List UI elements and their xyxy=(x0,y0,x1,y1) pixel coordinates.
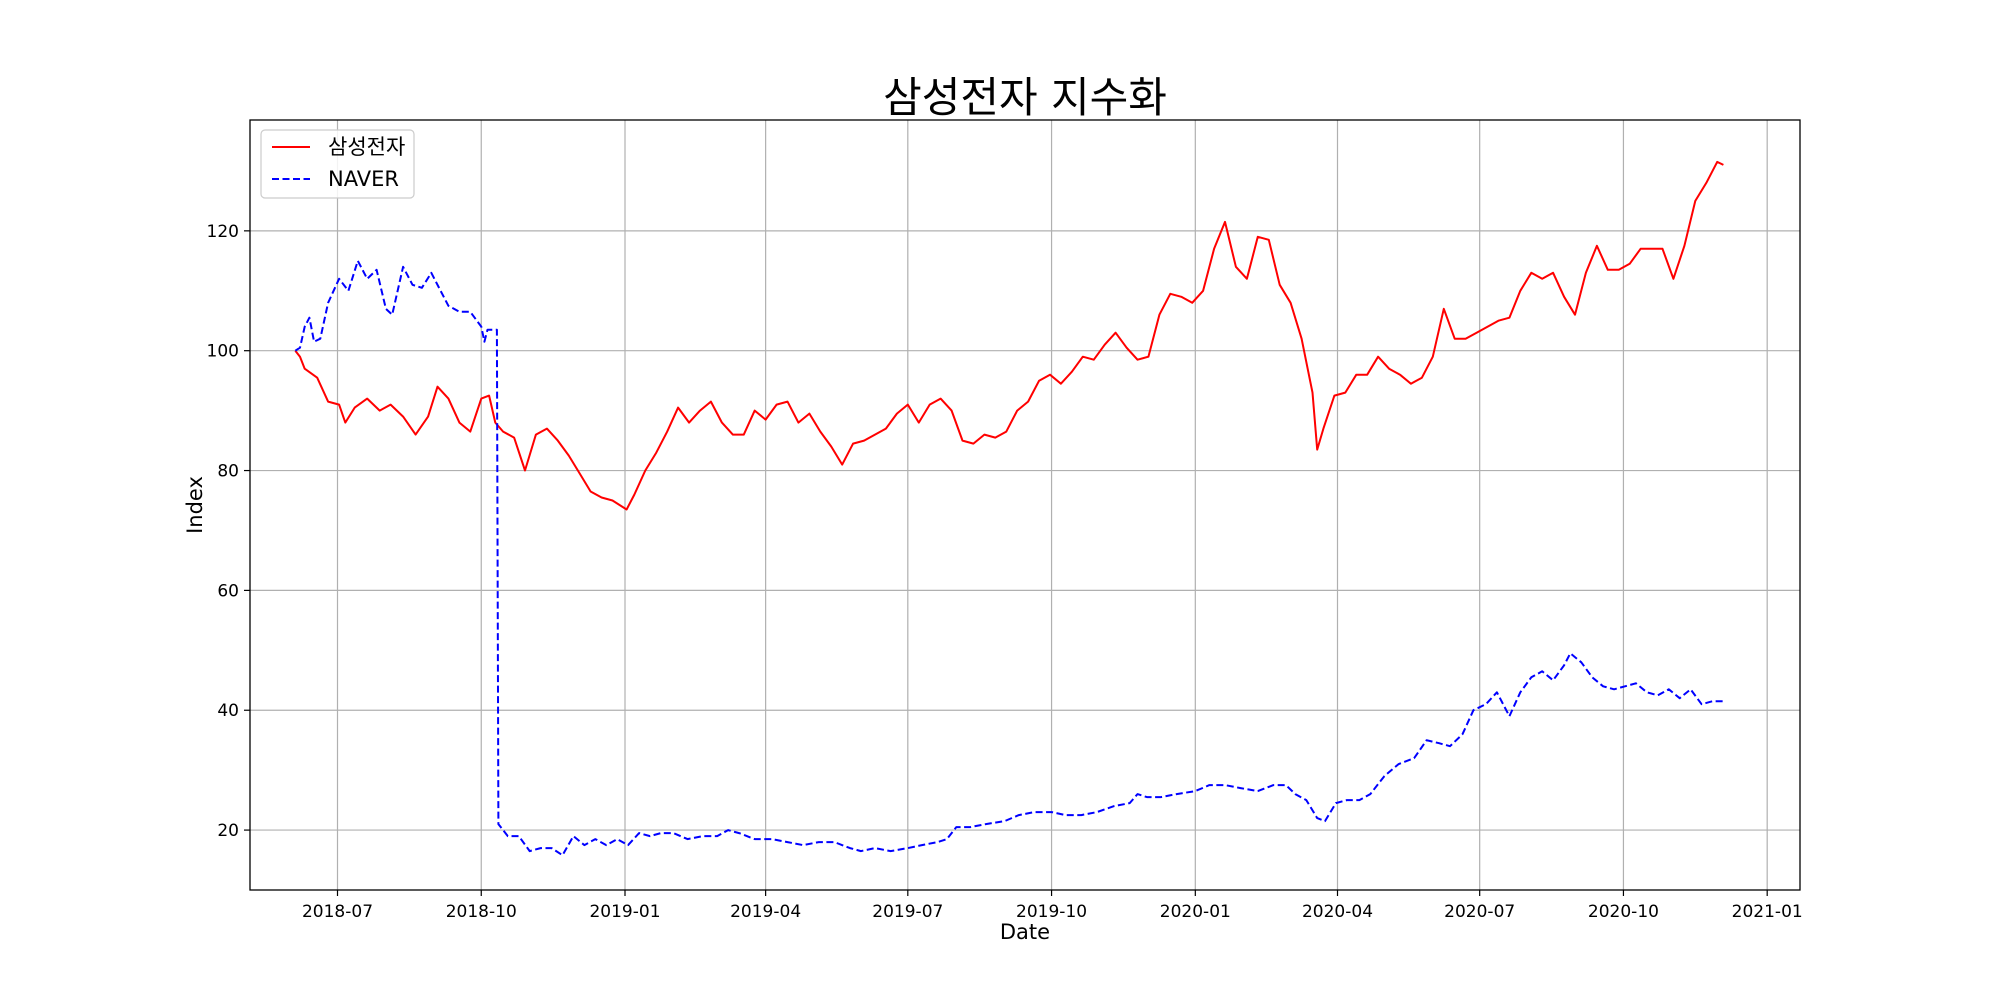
naver-series-line xyxy=(294,259,1724,857)
x-tick-label: 2020-10 xyxy=(1588,902,1659,922)
legend: 삼성전자 NAVER xyxy=(260,129,415,199)
plot-area-frame xyxy=(249,119,1801,891)
x-tick-label: 2020-01 xyxy=(1160,902,1231,922)
y-tick-label: 100 xyxy=(207,342,239,362)
samsung-series-line xyxy=(294,160,1724,511)
x-tick-label: 2020-07 xyxy=(1444,902,1515,922)
legend-label-naver: NAVER xyxy=(328,167,399,191)
y-tick-label: 80 xyxy=(217,462,239,482)
x-tick-label: 2020-04 xyxy=(1302,902,1373,922)
x-axis-title: Date xyxy=(1000,920,1050,944)
series-lines xyxy=(294,160,1724,857)
grid xyxy=(250,120,1800,890)
x-tick-label: 2018-07 xyxy=(302,902,373,922)
axis-ticks: 2018-07 2018-10 2019-01 2019-04 2019-07 2019-… xyxy=(207,222,1803,922)
x-tick-label: 2018-10 xyxy=(446,902,517,922)
y-tick-label: 40 xyxy=(217,701,239,721)
y-axis-title: Index xyxy=(183,476,207,534)
x-tick-label: 2019-01 xyxy=(589,902,660,922)
x-tick-label: 2021-01 xyxy=(1732,902,1803,922)
chart-title: 삼성전자 지수화 xyxy=(883,73,1167,122)
x-tick-label: 2019-07 xyxy=(872,902,943,922)
y-tick-label: 120 xyxy=(207,222,239,242)
x-tick-label: 2019-10 xyxy=(1016,902,1087,922)
legend-label-samsung: 삼성전자 xyxy=(328,135,405,159)
x-tick-label: 2019-04 xyxy=(730,902,801,922)
y-tick-label: 20 xyxy=(217,821,239,841)
y-tick-label: 60 xyxy=(217,581,239,601)
